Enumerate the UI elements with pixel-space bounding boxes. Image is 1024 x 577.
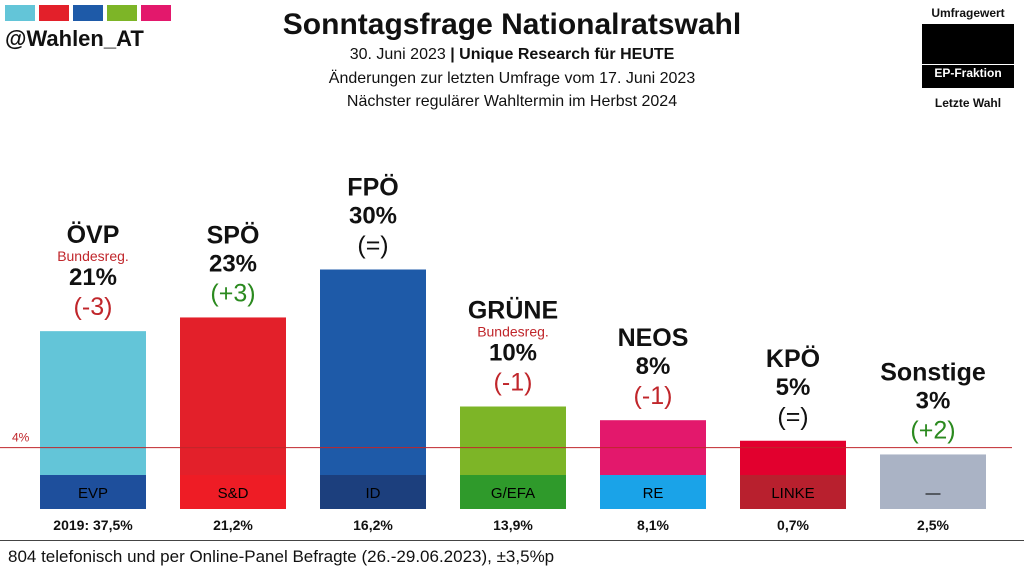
logo-block-2 [39,5,69,21]
change-label-3: (-1) [494,369,533,397]
logo-block-3 [73,5,103,21]
change-note: Änderungen zur letzten Umfrage vom 17. J… [328,70,696,87]
ep-group-label-4: RE [643,485,664,502]
value-label-3: 10% [489,340,537,367]
bar-0 [40,331,146,475]
party-label-0: ÖVP [67,220,120,249]
footer-methodology: 804 telefonisch und per Online-Panel Bef… [8,547,555,566]
poll-institute: Unique Research für HEUTE [459,46,675,63]
value-label-0: 21% [69,264,117,291]
value-label-1: 23% [209,250,257,277]
ep-group-band-6 [880,475,986,509]
legend-last-election-label: Letzte Wahl [934,96,1002,110]
last-election-value-2: 16,2% [353,517,393,533]
party-label-3: GRÜNE [468,296,558,325]
logo-color-strip [5,5,171,21]
next-election-note: Nächster regulärer Wahltermin im Herbst … [346,93,678,110]
bar-3 [460,406,566,475]
bar-6 [880,454,986,475]
logo-block-1 [5,5,35,21]
ep-group-label-1: S&D [218,485,249,502]
ep-group-band-5 [740,475,846,509]
ep-group-label-3: G/EFA [491,485,535,502]
change-label-4: (-1) [634,382,673,410]
ep-group-band-0 [40,475,146,509]
value-label-6: 3% [916,387,951,414]
ep-group-label-6: — [926,485,941,502]
party-label-5: KPÖ [766,344,820,373]
ep-group-band-2 [320,475,426,509]
government-note-3: Bundesreg. [477,324,549,340]
change-label-1: (+3) [210,279,255,307]
legend-key-box [922,24,1014,88]
party-label-1: SPÖ [207,220,260,249]
ep-group-band-4 [600,475,706,509]
legend-divider [922,64,1014,65]
account-handle: @Wahlen_AT [5,26,144,51]
change-label-6: (+2) [910,416,955,444]
chart-title: Sonntagsfrage Nationalratswahl [282,8,742,41]
legend-poll-value-label: Umfragewert [931,6,1005,20]
logo-block-5 [141,5,171,21]
value-label-2: 30% [349,203,397,230]
ep-group-label-2: ID [366,485,381,502]
value-label-4: 8% [636,353,671,380]
poll-separator: | [450,46,455,63]
poll-date: 30. Juni 2023 [349,46,446,63]
last-election-value-6: 2,5% [917,517,949,533]
poll-info-line: 30. Juni 2023 | Unique Research für HEUT… [0,46,1024,64]
last-election-value-4: 8,1% [637,517,669,533]
ep-group-label-5: LINKE [771,485,814,502]
party-label-2: FPÖ [347,173,398,202]
ep-group-band-1 [180,475,286,509]
threshold-label: 4% [12,431,30,445]
bar-5 [740,440,846,475]
change-label-5: (=) [777,403,808,431]
ep-group-label-0: EVP [78,485,108,502]
party-label-6: Sonstige [880,358,986,386]
ep-group-band-3 [460,475,566,509]
change-label-0: (-3) [74,293,113,321]
party-label-4: NEOS [618,324,689,352]
last-election-value-3: 13,9% [493,517,533,533]
last-election-value-1: 21,2% [213,517,253,533]
legend-ep-group-label: EP-Fraktion [934,66,1002,80]
value-label-5: 5% [776,374,811,401]
last-election-value-5: 0,7% [777,517,809,533]
government-note-0: Bundesreg. [57,248,129,264]
change-label-2: (=) [357,232,388,260]
bar-2 [320,269,426,475]
logo-block-4 [107,5,137,21]
footer-divider [0,540,1024,541]
last-election-value-0: 2019: 37,5% [53,517,133,533]
bar-1 [180,317,286,475]
